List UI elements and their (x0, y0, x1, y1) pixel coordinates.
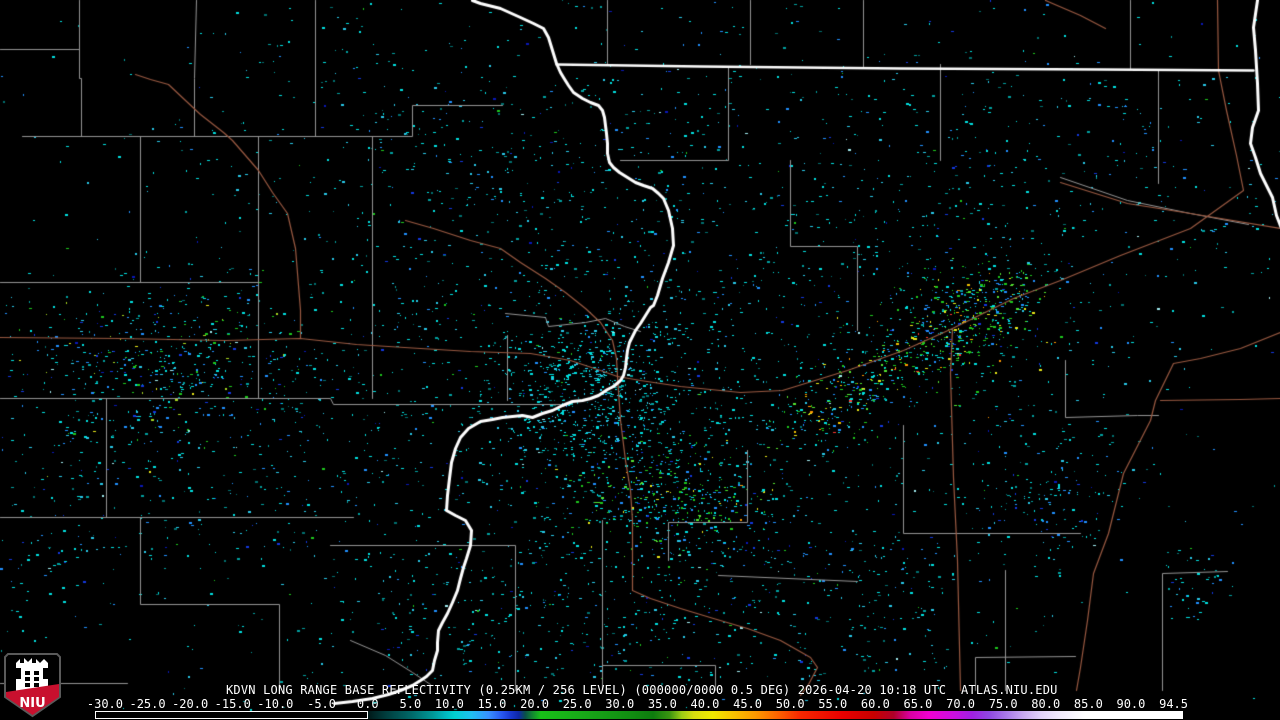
castle-wall-left (16, 679, 21, 692)
niu-logo-text: NIU (19, 696, 45, 711)
colorbar-tick: 10.0 (434, 697, 464, 711)
castle-icon (16, 658, 48, 668)
colorbar-below-threshold-segment (95, 711, 368, 719)
colorbar-tick: 85.0 (1073, 697, 1103, 711)
colorbar-tick: -15.0 (214, 697, 251, 711)
colorbar-tick: 90.0 (1116, 697, 1146, 711)
colorbar-tick: -30.0 (86, 697, 123, 711)
colorbar-tick: 45.0 (733, 697, 762, 711)
niu-shield-logo: NIU (4, 653, 61, 718)
colorbar-tick: -10.0 (257, 697, 294, 711)
colorbar-tick: 20.0 (520, 697, 549, 711)
colorbar-tick: 15.0 (477, 697, 507, 711)
colorbar-gradient (368, 711, 1183, 719)
castle-wall-right (43, 679, 48, 692)
colorbar-tick: 94.5 (1159, 697, 1188, 711)
colorbar-tick: 65.0 (903, 697, 933, 711)
colorbar-tick: 80.0 (1031, 697, 1061, 711)
colorbar-tick: 50.0 (775, 697, 805, 711)
product-status-line: KDVN LONG RANGE BASE REFLECTIVITY (0.25K… (226, 683, 1058, 697)
colorbar-tick: 25.0 (562, 697, 592, 711)
colorbar-tick: -20.0 (172, 697, 209, 711)
colorbar-tick: 5.0 (399, 697, 422, 711)
reflectivity-colorbar (95, 711, 1183, 719)
colorbar-tick: 75.0 (988, 697, 1018, 711)
castle-windows (25, 671, 39, 687)
colorbar-tick: 55.0 (818, 697, 848, 711)
colorbar-scale-labels: -30.0 -25.0 -20.0 -15.0 -10.0 -5.0 0.0 5.0 10.0 1… (0, 698, 1280, 710)
colorbar-tick: -25.0 (129, 697, 166, 711)
colorbar-tick: 0.0 (356, 697, 379, 711)
colorbar-tick: -5.0 (307, 697, 336, 711)
colorbar-tick: 40.0 (690, 697, 720, 711)
colorbar-tick: 60.0 (860, 697, 890, 711)
colorbar-tick: 70.0 (946, 697, 975, 711)
shield-red-band (6, 684, 59, 715)
colorbar-tick: 35.0 (647, 697, 677, 711)
colorbar-tick: 30.0 (605, 697, 635, 711)
